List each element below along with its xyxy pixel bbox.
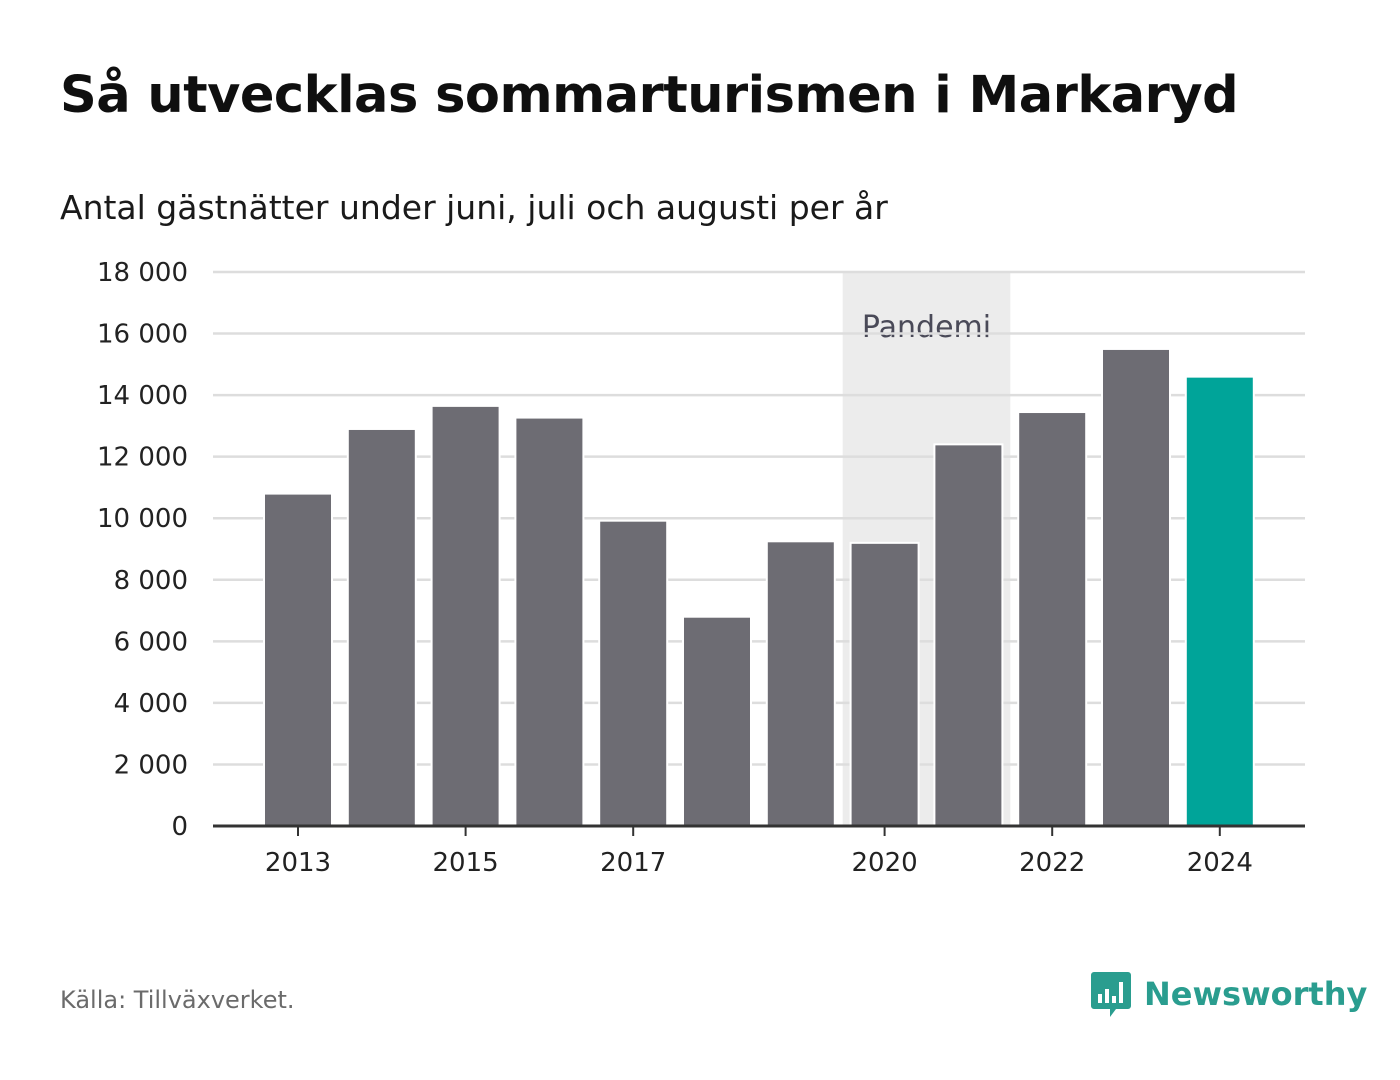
bar-2015 [430, 404, 501, 827]
brand-logo: Newsworthy [1090, 970, 1367, 1018]
y-tick-label-2: 4 000 [114, 689, 188, 719]
annotation-label-0: Pandemi [862, 310, 991, 345]
bar-2014 [346, 427, 417, 827]
bar-2023 [1101, 347, 1171, 827]
y-tick-label-7: 14 000 [97, 381, 188, 411]
bar-2017 [598, 519, 669, 827]
x-tick-label-2015: 2015 [433, 848, 499, 878]
y-tick-label-5: 10 000 [97, 504, 188, 534]
brand-name: Newsworthy [1144, 975, 1368, 1013]
y-tick-label-6: 12 000 [97, 443, 188, 473]
x-tick-label-2022: 2022 [1019, 848, 1085, 878]
x-tick-label-2017: 2017 [600, 848, 666, 878]
y-tick-label-8: 16 000 [97, 320, 188, 350]
y-tick-label-4: 8 000 [114, 566, 188, 596]
y-tick-label-0: 0 [171, 812, 188, 842]
bar-2024 [1184, 375, 1255, 827]
x-tick-label-2013: 2013 [265, 848, 331, 878]
bar-2013 [263, 492, 333, 827]
chart-subtitle: Antal gästnätter under juni, juli och au… [60, 188, 888, 227]
bar-2021 [933, 443, 1004, 827]
chart-title: Så utvecklas sommarturismen i Markaryd [60, 66, 1239, 125]
bar-2022 [1017, 411, 1088, 827]
bar-2019 [765, 540, 836, 827]
newsworthy-logo-icon [1091, 972, 1131, 1017]
x-tick-label-2024: 2024 [1187, 848, 1253, 878]
y-tick-label-1: 2 000 [114, 750, 188, 780]
y-tick-label-3: 6 000 [114, 627, 188, 657]
bar-2020 [849, 541, 920, 827]
source-note: Källa: Tillväxverket. [60, 986, 295, 1014]
bar-2018 [682, 615, 752, 828]
y-tick-label-9: 18 000 [97, 258, 188, 288]
x-tick-label-2020: 2020 [852, 848, 918, 878]
bar-2016 [514, 416, 585, 827]
